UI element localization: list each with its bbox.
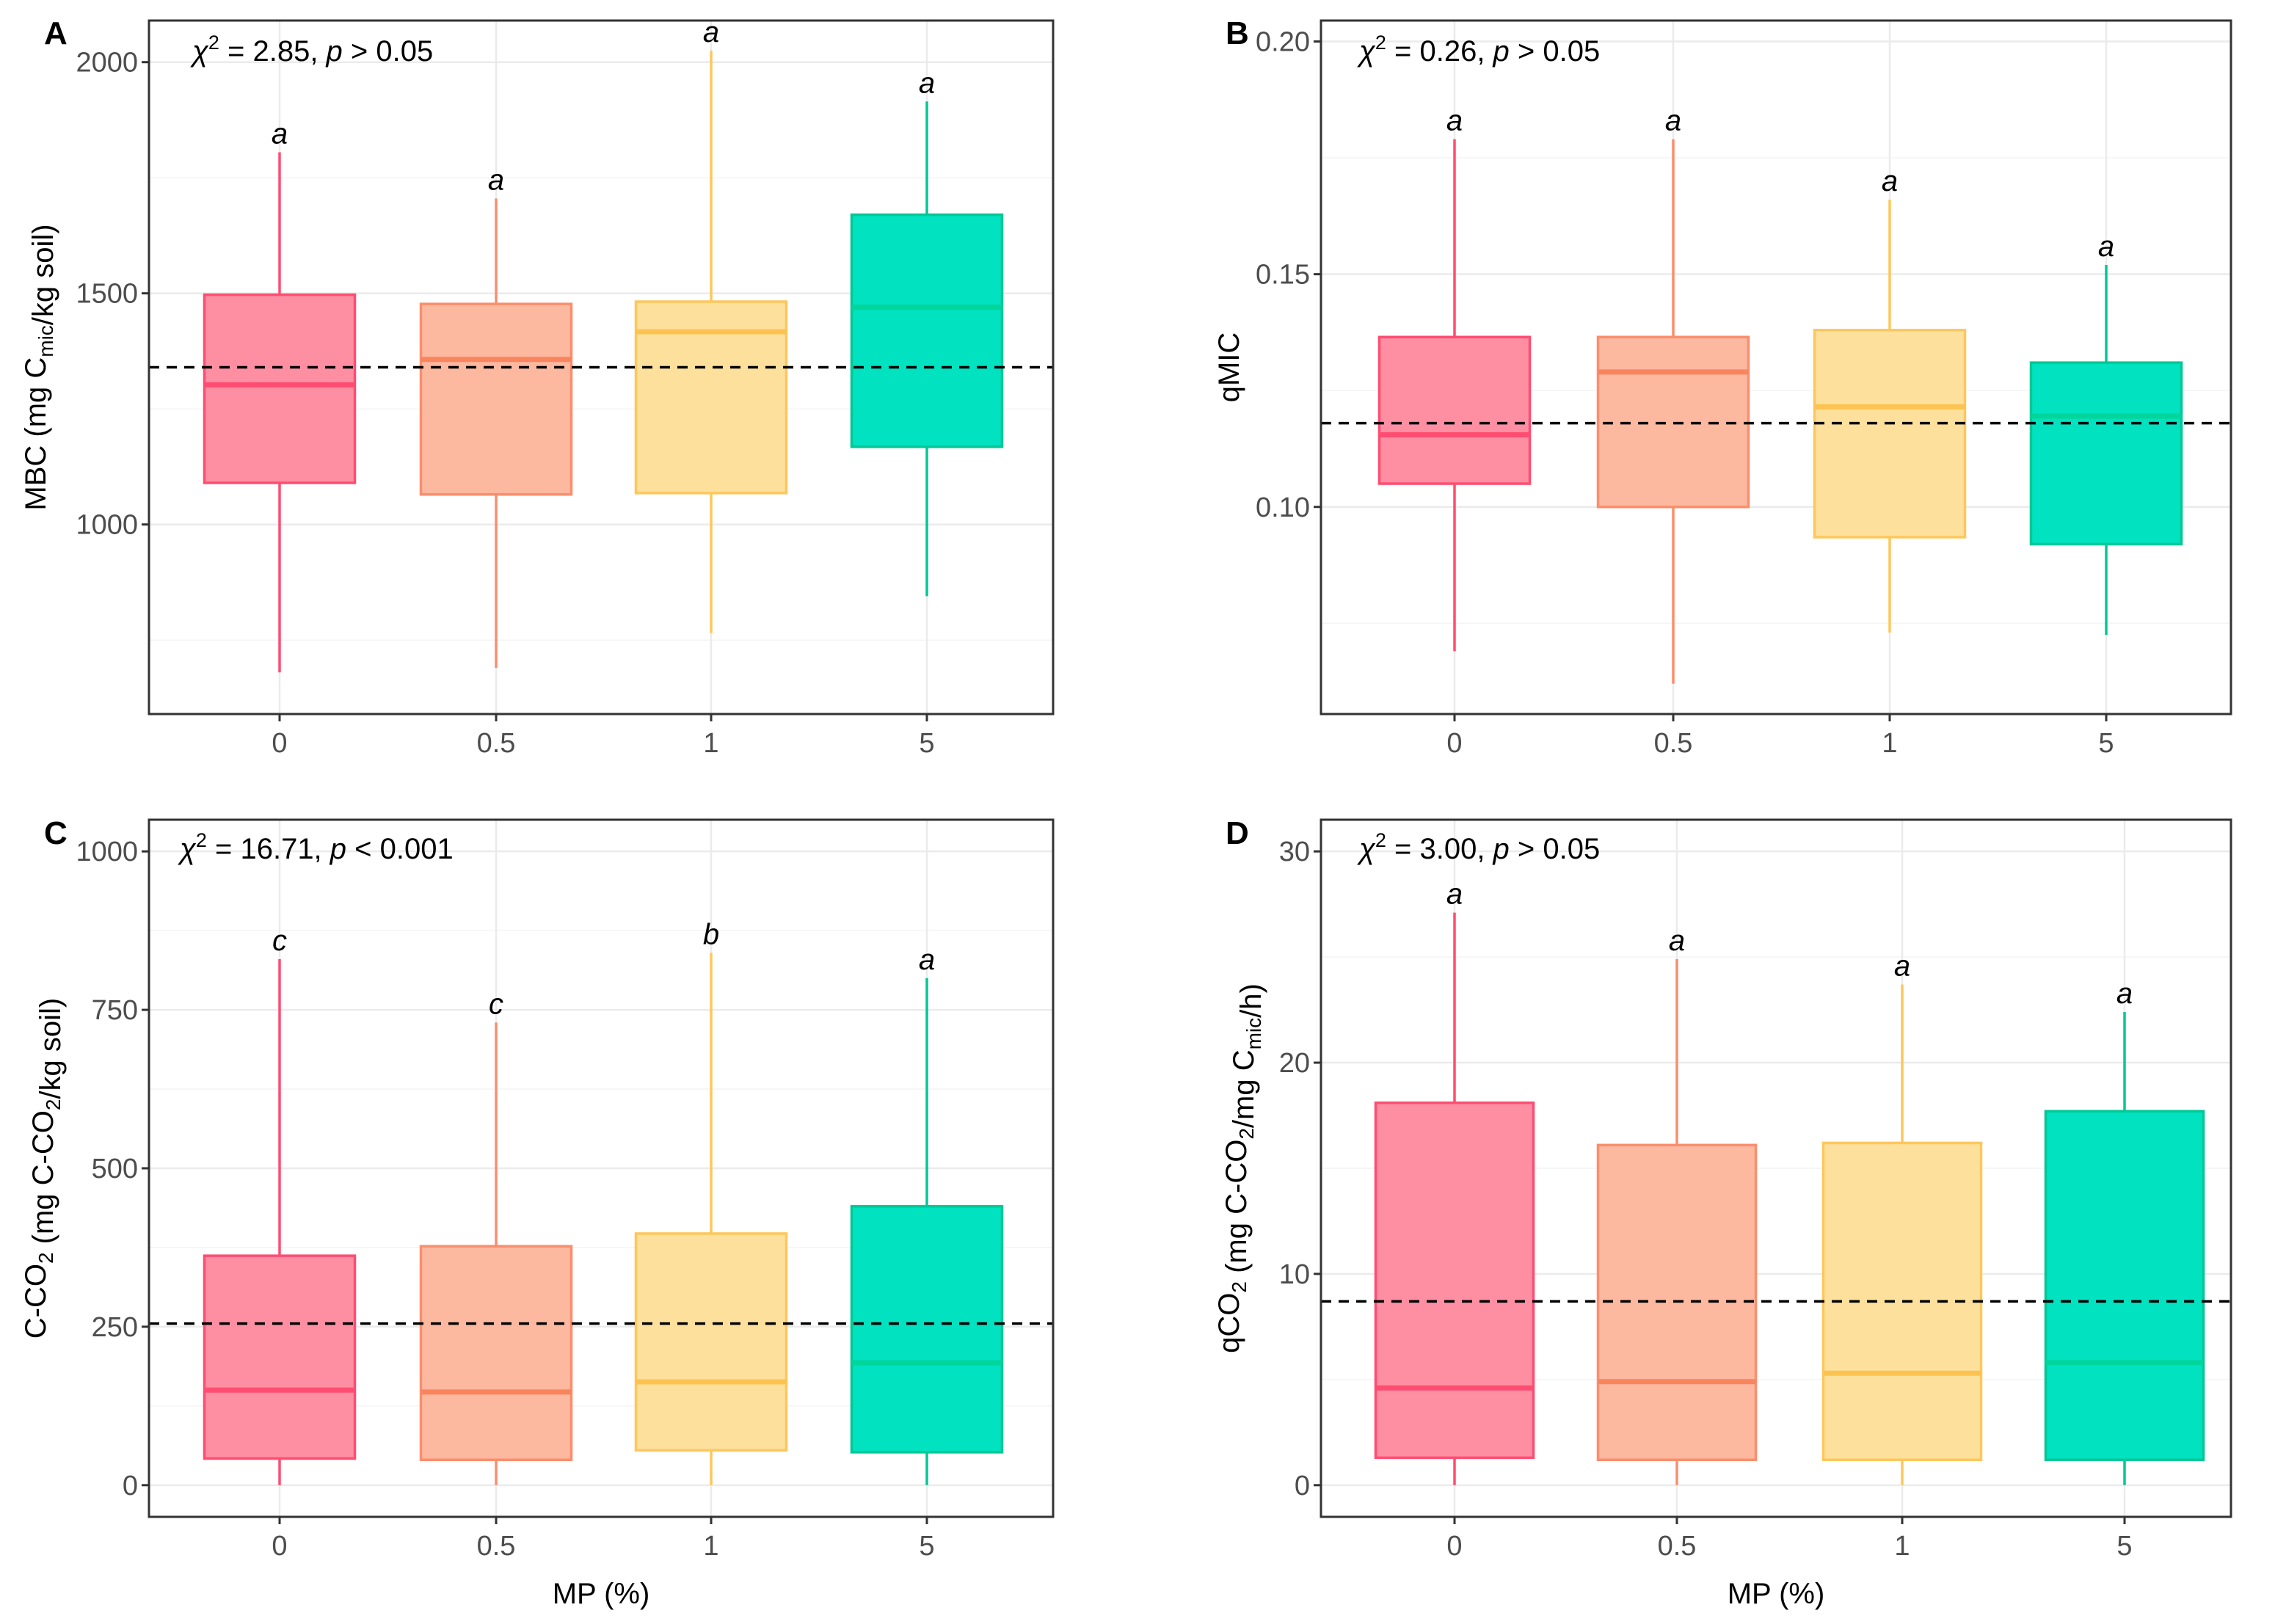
panel-label: C: [44, 815, 68, 851]
x-tick-label: 0: [272, 728, 287, 759]
y-tick-label: 1000: [76, 510, 138, 541]
statistic-annotation: χ2 = 2.85, p > 0.05: [190, 32, 433, 68]
significance-letter: a: [1446, 105, 1463, 137]
x-tick-label: 0.5: [477, 728, 516, 759]
box-body: [1374, 1102, 1535, 1460]
box-body: [634, 1232, 788, 1452]
significance-letter: a: [2116, 977, 2133, 1010]
panel-border: [1320, 19, 2232, 715]
x-axis-title: MP (%): [1728, 1578, 1825, 1610]
x-tick-label: 0: [1446, 1531, 1462, 1562]
significance-letter: a: [1882, 165, 1898, 197]
panel-B: a a a a 0.10 0.15 0.20 0 0.5 1 5 qMIC χ2 = 0.26, p >…: [1213, 15, 2232, 759]
x-tick-label: 0.5: [477, 1531, 516, 1562]
y-tick-label: 1500: [76, 279, 138, 310]
y-tick-label: 0: [123, 1471, 138, 1501]
box-body: [2044, 1110, 2205, 1462]
x-tick-label: 1: [703, 728, 718, 759]
y-axis-title: MBC (mg Cmic/kg soil): [20, 224, 59, 510]
panel-C: c c b a 0 250 500 750 1000 0 0.5 1 5 MP (%) C-CO2 (mg …: [20, 815, 1055, 1610]
significance-letter: a: [919, 67, 935, 99]
x-tick-label: 0: [272, 1531, 287, 1562]
panel-label: A: [44, 15, 68, 51]
significance-letter: a: [1665, 105, 1681, 137]
x-tick-label: 5: [2116, 1531, 2132, 1562]
significance-letter: b: [703, 918, 719, 950]
y-axis-title: C-CO2 (mg C-CO2/kg soil): [20, 998, 67, 1339]
box-body: [2029, 361, 2183, 546]
x-tick-label: 1: [1894, 1531, 1910, 1562]
y-tick-label: 0.15: [1256, 260, 1310, 291]
x-tick-label: 0.5: [1658, 1531, 1697, 1562]
y-tick-label: 2000: [76, 48, 138, 79]
panel-A: a a a a 1000 1500 2000 0 0.5 1 5 MBC (mg Cmic/kg so…: [20, 15, 1055, 759]
y-tick-label: 1000: [76, 837, 138, 867]
significance-letter: a: [1446, 878, 1463, 911]
x-tick-label: 1: [703, 1531, 718, 1562]
y-tick-label: 0: [1295, 1471, 1310, 1501]
y-axis-title: qCO2 (mg C-CO2/mg Cmic/h): [1213, 983, 1267, 1353]
box-body: [203, 1254, 357, 1460]
y-tick-label: 30: [1279, 837, 1310, 867]
y-tick-label: 250: [92, 1312, 138, 1343]
y-tick-label: 500: [92, 1154, 138, 1184]
box-body: [419, 1245, 573, 1462]
y-axis-title: qMIC: [1213, 332, 1245, 403]
y-tick-label: 0.20: [1256, 27, 1310, 58]
y-tick-label: 0.10: [1256, 492, 1310, 523]
significance-letter: a: [703, 16, 719, 48]
y-tick-label: 10: [1279, 1259, 1310, 1290]
panel-label: B: [1226, 15, 1249, 51]
x-tick-label: 5: [919, 728, 934, 759]
significance-letter: c: [489, 988, 503, 1020]
box-body: [850, 1205, 1004, 1454]
significance-letter: a: [2098, 230, 2114, 263]
box-body: [1813, 329, 1967, 539]
statistic-annotation: χ2 = 0.26, p > 0.05: [1357, 32, 1600, 68]
x-tick-label: 1: [1882, 728, 1897, 759]
statistic-annotation: χ2 = 16.71, p < 0.001: [178, 829, 454, 865]
panel-border: [148, 19, 1055, 715]
x-tick-label: 5: [2098, 728, 2114, 759]
box-body: [203, 293, 357, 484]
y-tick-label: 750: [92, 995, 138, 1026]
statistic-annotation: χ2 = 3.00, p > 0.05: [1357, 829, 1600, 865]
x-tick-label: 0: [1446, 728, 1462, 759]
x-tick-label: 5: [919, 1531, 934, 1562]
x-tick-label: 0.5: [1654, 728, 1693, 759]
panel-D: a a a a 0 10 20 30 0 0.5 1 5 MP (%) qCO2 (mg C-CO2/mg…: [1213, 815, 2232, 1610]
significance-letter: a: [1894, 950, 1910, 983]
significance-letter: a: [272, 118, 288, 150]
x-axis-title: MP (%): [553, 1578, 650, 1610]
box-body: [850, 213, 1004, 448]
significance-letter: a: [1669, 925, 1685, 957]
significance-letter: a: [488, 164, 504, 197]
significance-letter: a: [919, 944, 935, 976]
panel-label: D: [1226, 815, 1249, 851]
significance-letter: c: [272, 925, 287, 957]
box-body: [1377, 335, 1532, 485]
y-tick-label: 20: [1279, 1048, 1310, 1079]
panel-border: [1320, 818, 2232, 1518]
box-body: [419, 302, 573, 496]
